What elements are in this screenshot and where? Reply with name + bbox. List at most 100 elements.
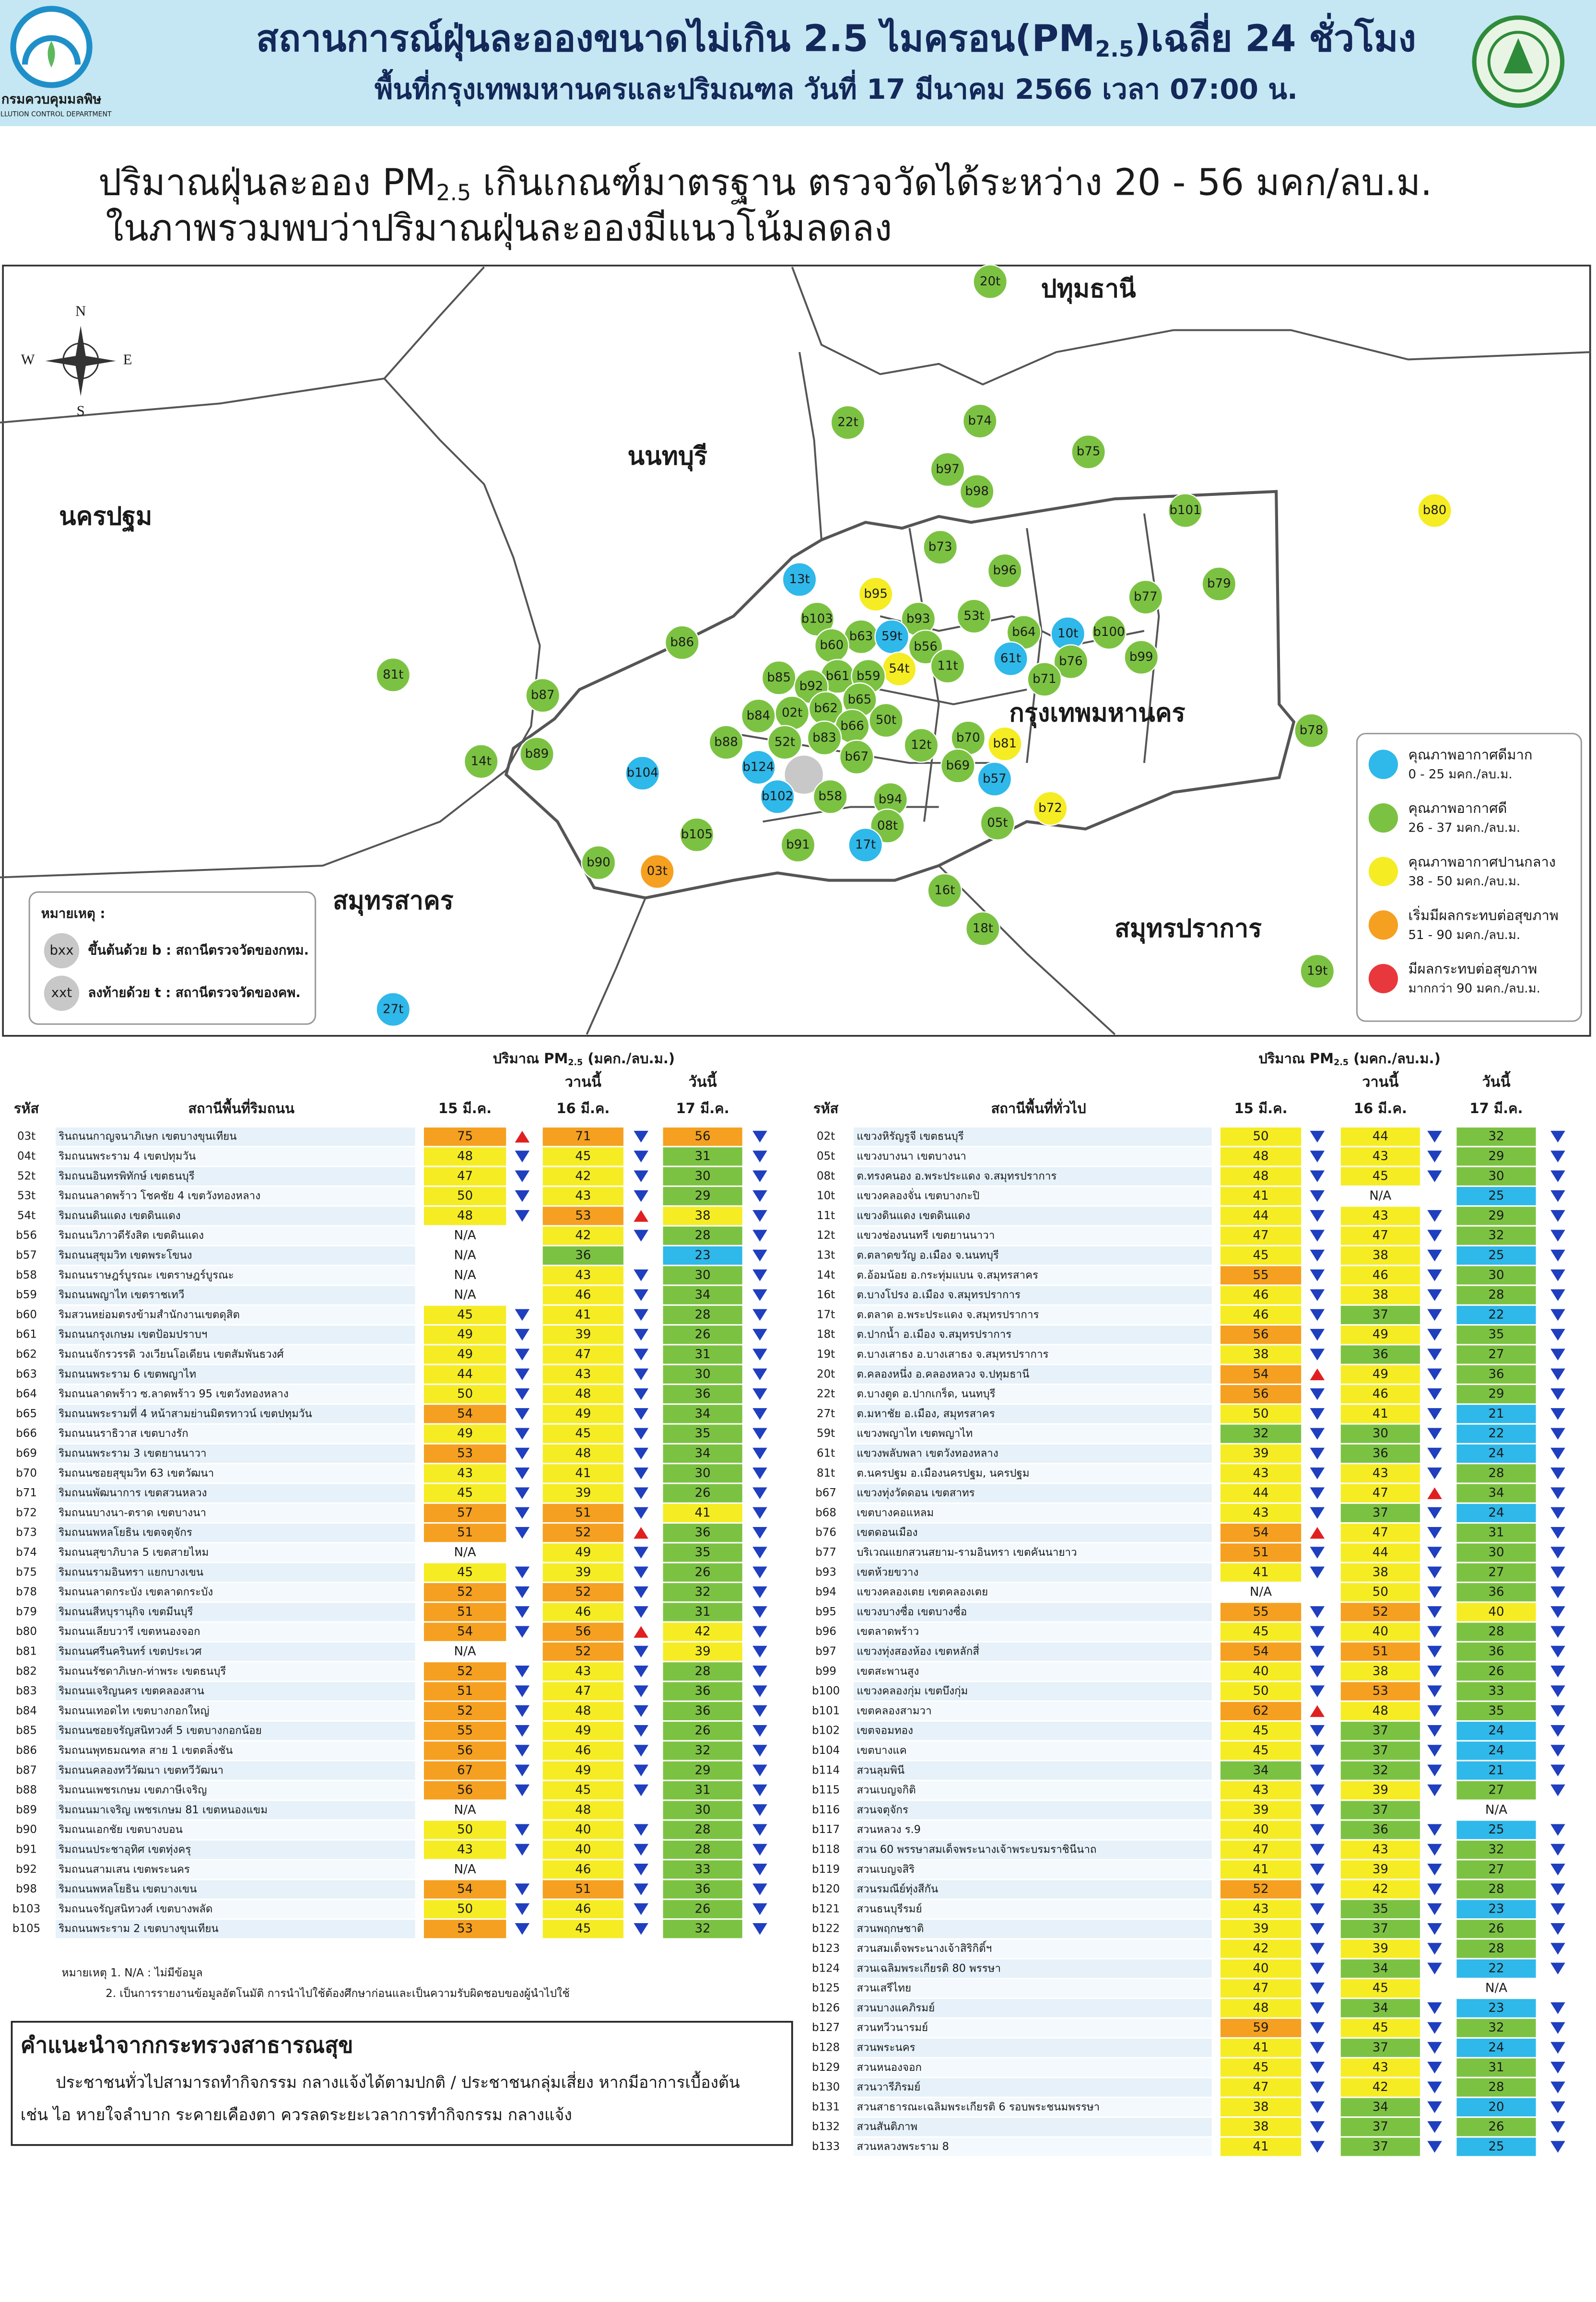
station-name: ต.คลองหนึ่ง อ.คลองหลวง จ.ปทุมธานี <box>857 1366 1029 1380</box>
value-cell <box>1220 1682 1302 1701</box>
value-text: 50 <box>1253 1407 1269 1421</box>
value-text: 47 <box>1253 1981 1269 1996</box>
value-text: 50 <box>1253 1129 1269 1144</box>
trend-down <box>1550 1566 1565 1579</box>
value-text: N/A <box>454 1862 476 1877</box>
station-name: แขวงพญาไท เขตพญาไท <box>857 1427 973 1440</box>
row-stripe <box>854 1444 1212 1463</box>
station-name: สวนรมณีย์ทุ่งสีกัน <box>857 1883 938 1895</box>
value-cell <box>1340 1286 1420 1304</box>
legend-range: มากกว่า 90 มคก./ลบ.ม. <box>1408 981 1540 996</box>
value-text: 37 <box>1373 2120 1388 2134</box>
trend-down <box>1310 1903 1325 1915</box>
value-text: 41 <box>575 1307 591 1322</box>
legend-swatch <box>1368 750 1398 779</box>
value-cell <box>1220 1246 1302 1265</box>
station-label: 02t <box>782 705 802 720</box>
trend-down <box>634 1784 648 1797</box>
value-cell <box>1220 1781 1302 1800</box>
value-text: 23 <box>1488 2001 1504 2015</box>
value-cell <box>542 1702 623 1720</box>
value-cell <box>1340 1642 1420 1661</box>
value-cell <box>1456 1622 1536 1641</box>
trend-down <box>1310 1784 1325 1797</box>
value-cell <box>1340 1920 1420 1938</box>
trend-down <box>1550 1428 1565 1440</box>
value-text: 25 <box>1488 2139 1504 2154</box>
trend-down <box>1427 1962 1442 1975</box>
station-name: ต.อ้อมน้อย อ.กระทุ่มแบน จ.สมุทรสาคร <box>857 1269 1038 1281</box>
trend-down <box>1310 2022 1325 2034</box>
value-cell <box>424 1702 506 1720</box>
value-text: 38 <box>1373 1664 1388 1679</box>
station-label: 12t <box>911 738 931 752</box>
trend-down <box>752 1249 767 1262</box>
row-stripe <box>854 1722 1212 1740</box>
value-text: 34 <box>1373 2100 1388 2114</box>
value-text: 26 <box>695 1565 711 1579</box>
value-cell <box>1220 1722 1302 1740</box>
trend-down <box>634 1428 648 1440</box>
value-text: 28 <box>695 1842 711 1856</box>
trend-down <box>752 1210 767 1222</box>
station-code: 81t <box>817 1467 835 1480</box>
trend-down <box>515 1507 530 1519</box>
station-name: แขวงทุ่งสองห้อง เขตหลักสี่ <box>857 1644 979 1657</box>
table-header: 16 มี.ค. <box>556 1100 610 1116</box>
station-marker <box>1201 566 1237 601</box>
station-marker <box>1128 579 1163 615</box>
value-text: 38 <box>1253 1347 1269 1362</box>
value-cell <box>1340 1503 1420 1522</box>
value-text: 48 <box>1253 2001 1269 2015</box>
value-text: 29 <box>695 1189 711 1203</box>
trend-down <box>1427 1309 1442 1321</box>
trend-down <box>1310 1447 1325 1460</box>
value-cell <box>424 1662 506 1681</box>
row-stripe <box>56 1345 415 1364</box>
row-stripe <box>56 1761 415 1780</box>
station-name: เขตลาดพร้าว <box>857 1625 919 1638</box>
value-text: 26 <box>695 1724 711 1738</box>
value-cell <box>663 1820 742 1839</box>
row-stripe <box>854 2038 1212 2057</box>
station-name: ริมถนนประชาอุทิศ เขตทุ่งครุ <box>58 1843 191 1856</box>
row-stripe <box>56 1524 415 1542</box>
station-marker <box>812 779 848 814</box>
value-text: 56 <box>1253 1327 1269 1342</box>
station-name: สวนสมเด็จพระนางเจ้าสิริกิติ์ฯ <box>857 1940 992 1955</box>
row-stripe <box>56 1642 415 1661</box>
value-text: 21 <box>1488 1407 1504 1421</box>
trend-down <box>1550 2042 1565 2054</box>
station-code: b120 <box>812 1883 840 1895</box>
station-code: b121 <box>812 1903 840 1915</box>
row-stripe <box>56 1781 415 1800</box>
value-cell <box>1220 1603 1302 1621</box>
logo-name: กรมควบคุมมลพิษ <box>1 92 102 107</box>
station-marker <box>980 805 1015 841</box>
value-text: N/A <box>454 1803 476 1817</box>
trend-down <box>1310 2121 1325 2133</box>
station-label: b78 <box>1300 723 1324 738</box>
trend-down <box>752 1468 767 1480</box>
value-text: 48 <box>575 1387 591 1401</box>
trend-down <box>752 1388 767 1400</box>
value-cell <box>1456 2118 1536 2137</box>
value-cell <box>1340 1603 1420 1621</box>
value-cell <box>1340 2118 1420 2137</box>
value-cell <box>1340 1246 1420 1265</box>
value-text: 26 <box>695 1327 711 1342</box>
value-text: 25 <box>1488 1248 1504 1262</box>
trend-down <box>752 1903 767 1915</box>
province-label: นนทบุรี <box>628 442 707 471</box>
value-cell <box>1340 2058 1420 2077</box>
station-name: ริมถนนพระราม 2 เขตบางขุนเทียน <box>58 1923 218 1935</box>
value-cell <box>663 1801 742 1820</box>
value-text: 36 <box>695 1684 711 1698</box>
trend-down <box>1550 1962 1565 1975</box>
value-text: N/A <box>454 1288 476 1302</box>
table-today: วันนี้ <box>689 1071 717 1091</box>
value-cell <box>424 1167 506 1186</box>
value-cell <box>1340 1444 1420 1463</box>
trend-down <box>1550 1725 1565 1737</box>
row-stripe <box>56 1405 415 1423</box>
